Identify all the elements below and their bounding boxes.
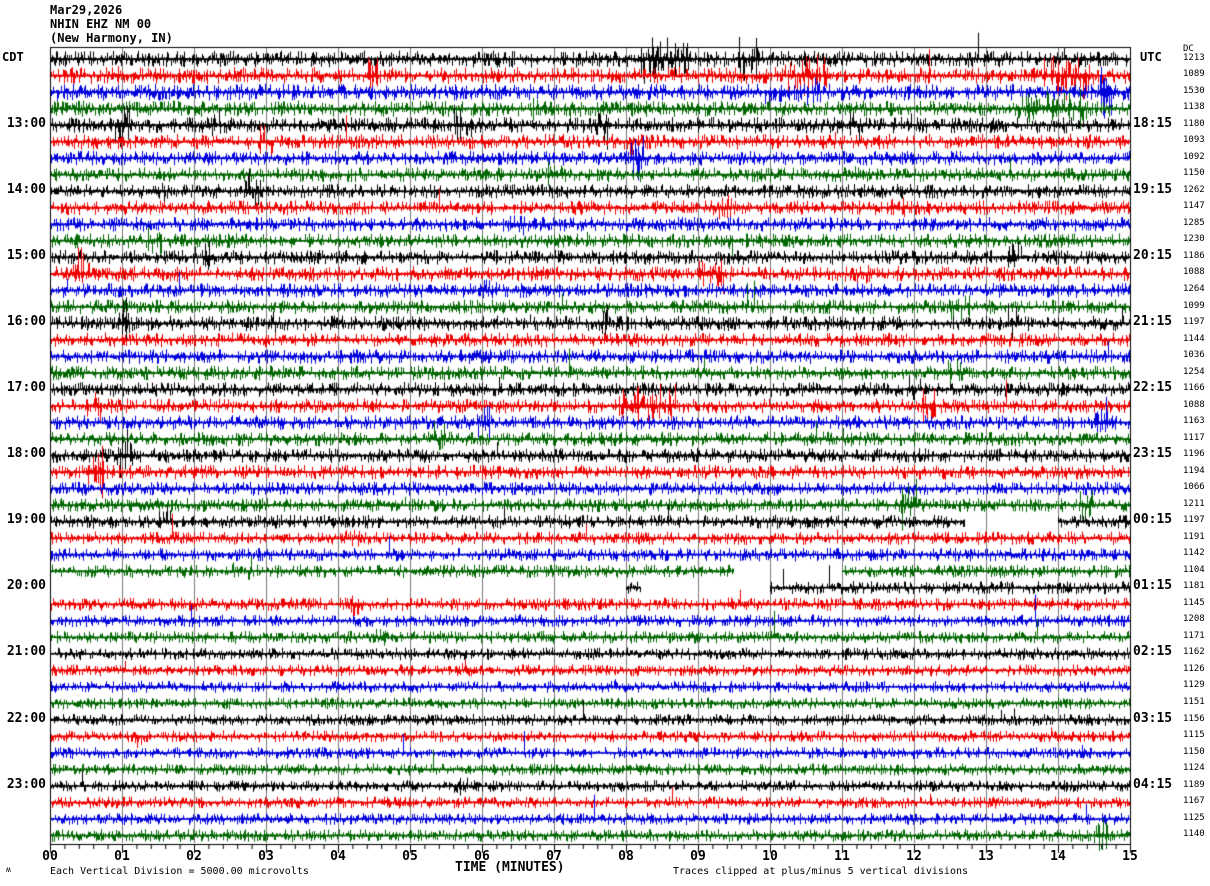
dc-value: 1197 [1183,317,1205,328]
dc-value: 1180 [1183,118,1205,129]
right-hour-label: 04:15 [1133,776,1173,792]
minute-label: 06 [474,849,490,864]
left-hour-label: 15:00 [6,247,46,263]
minute-label: 07 [546,849,562,864]
left-hour-label: 18:00 [6,446,46,462]
dc-value: 1196 [1183,449,1205,460]
minute-label: 04 [330,849,346,864]
minute-label: 00 [42,849,58,864]
left-timezone-header: CDT [2,50,24,64]
left-hour-label: 17:00 [6,380,46,396]
dc-value: 1066 [1183,482,1205,493]
dc-value: 1145 [1183,597,1205,608]
left-hour-label: 14:00 [6,181,46,197]
dc-value: 1144 [1183,333,1205,344]
right-hour-label: 02:15 [1133,644,1173,660]
minute-label: 02 [186,849,202,864]
tiny-squiggle-icon: ʍ [6,865,11,874]
dc-value: 1147 [1183,201,1205,212]
dc-value: 1171 [1183,630,1205,641]
minute-label: 01 [114,849,130,864]
minute-label: 09 [690,849,706,864]
clip-note: Traces clipped at plus/minus 5 vertical … [673,866,969,877]
left-hour-label: 20:00 [6,578,46,594]
left-hour-label: 19:00 [6,512,46,528]
dc-value: 1167 [1183,796,1205,807]
dc-value: 1151 [1183,696,1205,707]
title-location: (New Harmony, IN) [50,31,173,45]
dc-value: 1162 [1183,647,1205,658]
dc-value: 1088 [1183,267,1205,278]
dc-value: 1093 [1183,135,1205,146]
x-axis-title: TIME (MINUTES) [455,860,565,875]
dc-value: 1208 [1183,614,1205,625]
minute-label: 13 [978,849,994,864]
right-hour-label: 03:15 [1133,710,1173,726]
dc-value: 1211 [1183,498,1205,509]
dc-value: 1194 [1183,465,1205,476]
right-hour-label: 20:15 [1133,247,1173,263]
left-hour-label: 21:00 [6,644,46,660]
left-hour-label: 23:00 [6,776,46,792]
dc-value: 1092 [1183,151,1205,162]
dc-value: 1089 [1183,69,1205,80]
dc-value: 1156 [1183,713,1205,724]
dc-value: 1150 [1183,746,1205,757]
left-hour-label: 13:00 [6,115,46,131]
right-hour-label: 19:15 [1133,181,1173,197]
dc-value: 1262 [1183,184,1205,195]
dc-value: 1163 [1183,416,1205,427]
title-station: NHIN EHZ NM 00 [50,17,152,31]
dc-value: 1197 [1183,515,1205,526]
dc-value: 1285 [1183,217,1205,228]
minute-label: 08 [618,849,634,864]
dc-value: 1191 [1183,531,1205,542]
dc-value: 1115 [1183,730,1205,741]
dc-value: 1186 [1183,250,1205,261]
dc-value: 1150 [1183,168,1205,179]
minute-label: 11 [834,849,850,864]
dc-value: 1124 [1183,763,1205,774]
scale-note: Each Vertical Division = 5000.00 microvo… [50,866,309,877]
dc-value: 1254 [1183,366,1205,377]
dc-value: 1189 [1183,779,1205,790]
right-hour-label: 22:15 [1133,380,1173,396]
right-hour-label: 01:15 [1133,578,1173,594]
minute-label: 12 [906,849,922,864]
dc-value: 1140 [1183,829,1205,840]
dc-column-header: DC [1183,44,1194,54]
minute-label: 14 [1050,849,1066,864]
dc-value: 1181 [1183,581,1205,592]
dc-value: 1142 [1183,548,1205,559]
dc-value: 1230 [1183,234,1205,245]
right-hour-label: 18:15 [1133,115,1173,131]
right-hour-label: 21:15 [1133,314,1173,330]
minute-label: 15 [1122,849,1138,864]
dc-value: 1104 [1183,564,1205,575]
left-hour-label: 16:00 [6,314,46,330]
dc-value: 1117 [1183,432,1205,443]
dc-value: 1213 [1183,52,1205,63]
dc-value: 1036 [1183,350,1205,361]
right-hour-label: 00:15 [1133,512,1173,528]
dc-value: 1125 [1183,812,1205,823]
dc-value: 1126 [1183,663,1205,674]
dc-value: 1530 [1183,85,1205,96]
dc-value: 1099 [1183,300,1205,311]
title-date: Mar29,2026 [50,3,123,17]
minute-label: 05 [402,849,418,864]
dc-value: 1138 [1183,102,1205,113]
minute-label: 03 [258,849,274,864]
right-hour-label: 23:15 [1133,446,1173,462]
right-timezone-header: UTC [1140,50,1162,64]
dc-value: 1129 [1183,680,1205,691]
dc-value: 1264 [1183,283,1205,294]
dc-value: 1088 [1183,399,1205,410]
left-hour-label: 22:00 [6,710,46,726]
minute-label: 10 [762,849,778,864]
dc-value: 1166 [1183,383,1205,394]
